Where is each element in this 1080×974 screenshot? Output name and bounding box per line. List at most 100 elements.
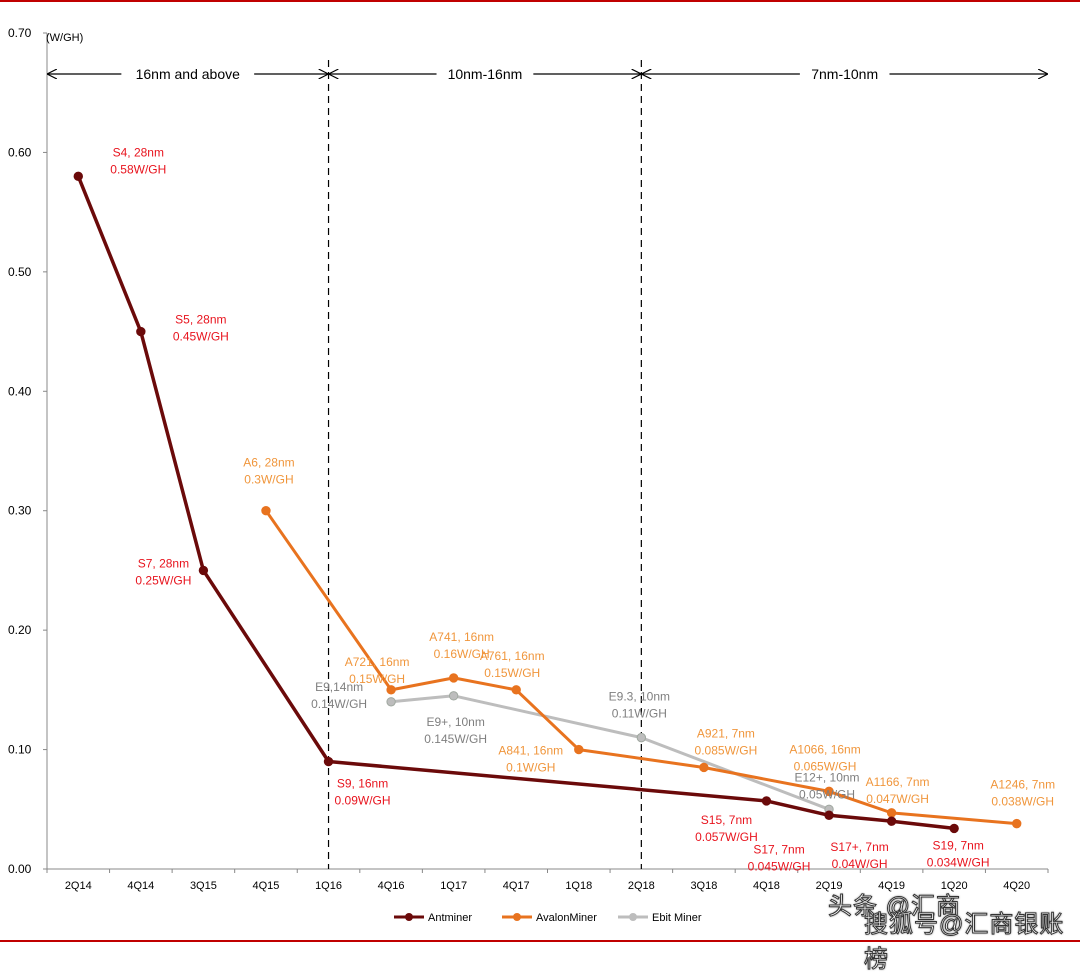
data-point (73, 171, 83, 182)
data-label-model: A841, 16nm (498, 744, 563, 758)
x-tick-label: 1Q18 (565, 880, 592, 892)
data-point (386, 685, 396, 695)
data-point (886, 808, 897, 818)
data-point (511, 685, 521, 695)
data-label-model: S19, 7nm (932, 838, 983, 852)
watermark-line1: 头条 @汇商 (828, 893, 962, 921)
data-label-model: A1246, 7nm (990, 778, 1055, 792)
x-tick-label: 4Q19 (878, 880, 905, 892)
legend-swatch-marker (513, 913, 521, 921)
efficiency-line-chart: 0.00 0.10 0.20 0.30 0.40 0.50 0.60 0.70 (W/GH) 2Q… (8, 26, 1055, 924)
data-label-value: 0.05W/GH (799, 787, 855, 801)
axes: 0.00 0.10 0.20 0.30 0.40 0.50 0.60 0.70 (W/GH) 2Q… (8, 26, 1049, 892)
x-tick-label: 2Q19 (816, 880, 843, 892)
data-label-value: 0.3W/GH (244, 473, 293, 487)
data-label-value: 0.034W/GH (927, 855, 990, 869)
data-label-value: 0.1W/GH (506, 761, 555, 775)
series-line-antminer (76, 175, 955, 831)
data-label-model: E12+, 10nm (795, 770, 860, 784)
data-label-value: 0.15W/GH (349, 672, 405, 686)
series-points (73, 171, 1022, 834)
watermark-line2: 搜狐号@汇商银账榜 (864, 911, 1065, 974)
data-point (386, 697, 396, 707)
data-label-model: E9+, 10nm (426, 715, 484, 729)
data-label-value: 0.057W/GH (695, 830, 758, 844)
era-annotations: 16nm and above 10nm-16nm 7nm-10nm (48, 60, 1047, 869)
top-border (0, 0, 1080, 2)
data-label-model: A721, 16nm (345, 655, 410, 669)
data-label-model: S5, 28nm (175, 313, 226, 327)
data-label-model: S7, 28nm (138, 556, 189, 570)
point-labels: S4, 28nm 0.58W/GH S5, 28nm 0.45W/GH S7, 28nm… (110, 145, 1055, 873)
data-point (574, 744, 584, 755)
era-label: 7nm-10nm (811, 66, 878, 82)
data-label-model: E9,14nm (315, 680, 363, 694)
data-point (136, 326, 146, 337)
x-tick-label: 2Q18 (628, 880, 655, 892)
data-label-model: A6, 28nm (243, 456, 294, 470)
data-point (824, 786, 834, 797)
data-label-value: 0.038W/GH (991, 795, 1054, 809)
x-tick-label: 1Q20 (941, 880, 968, 892)
x-tick-label: 2Q14 (65, 880, 92, 892)
y-tick-label: 0.50 (8, 265, 32, 279)
data-label-value: 0.15W/GH (484, 666, 540, 680)
data-label-value: 0.04W/GH (832, 857, 888, 871)
data-label-value: 0.45W/GH (173, 330, 229, 344)
y-tick-label: 0.00 (8, 862, 32, 876)
y-tick-label: 0.40 (8, 384, 32, 398)
watermark: 头条 @汇商 搜狐号@汇商银账榜 (828, 886, 1068, 974)
data-label-model: S17, 7nm (753, 842, 804, 856)
x-tick-label: 3Q18 (690, 880, 717, 892)
data-point (261, 506, 271, 516)
data-point (761, 796, 772, 806)
data-label-model: S4, 28nm (113, 145, 164, 159)
x-tick-label: 4Q14 (127, 880, 154, 892)
x-tick-label: 1Q16 (315, 880, 342, 892)
data-label-model: S17+, 7nm (830, 840, 888, 854)
era-label: 10nm-16nm (448, 66, 523, 82)
data-point (636, 732, 647, 743)
data-label-value: 0.58W/GH (110, 162, 166, 176)
data-point (323, 756, 334, 767)
data-label-value: 0.14W/GH (311, 697, 367, 711)
data-point (1012, 818, 1022, 829)
x-tick-label: 1Q17 (440, 880, 467, 892)
data-label-value: 0.145W/GH (424, 732, 487, 746)
y-tick-label: 0.20 (8, 623, 32, 637)
data-label-value: 0.045W/GH (748, 859, 811, 873)
legend-label: Antminer (428, 912, 472, 924)
data-label-model: S15, 7nm (701, 813, 752, 827)
data-point (949, 823, 959, 834)
x-tick-label: 4Q20 (1003, 880, 1030, 892)
legend-label: Ebit Miner (652, 912, 702, 924)
legend-swatch-marker (405, 913, 413, 921)
data-point (198, 565, 209, 576)
data-point (448, 691, 459, 701)
x-tick-label: 4Q17 (503, 880, 530, 892)
legend: Antminer AvalonMiner Ebit Miner (394, 912, 702, 924)
era-label: 16nm and above (136, 66, 241, 82)
data-point (699, 762, 709, 773)
series-lines (76, 175, 1017, 831)
data-label-value: 0.047W/GH (866, 792, 929, 806)
bottom-border (0, 940, 1080, 942)
y-tick-label: 0.10 (8, 743, 32, 757)
data-label-model: A921, 7nm (697, 726, 755, 740)
data-label-model: A741, 16nm (429, 630, 494, 644)
y-tick-label: 0.60 (8, 145, 32, 159)
legend-swatch-marker (629, 913, 637, 921)
data-point (824, 810, 834, 820)
data-point (448, 673, 459, 683)
data-label-model: A761, 16nm (480, 649, 545, 663)
x-tick-label: 4Q16 (378, 880, 405, 892)
data-label-model: S9, 16nm (337, 777, 388, 791)
y-axis-label: (W/GH) (46, 32, 83, 44)
data-label-value: 0.09W/GH (335, 794, 391, 808)
data-label-model: E9.3, 10nm (609, 690, 670, 704)
legend-label: AvalonMiner (536, 912, 597, 924)
data-point (886, 816, 897, 826)
x-tick-label: 4Q18 (753, 880, 780, 892)
data-label-model: A1066, 16nm (789, 742, 860, 756)
y-tick-label: 0.70 (8, 26, 32, 40)
